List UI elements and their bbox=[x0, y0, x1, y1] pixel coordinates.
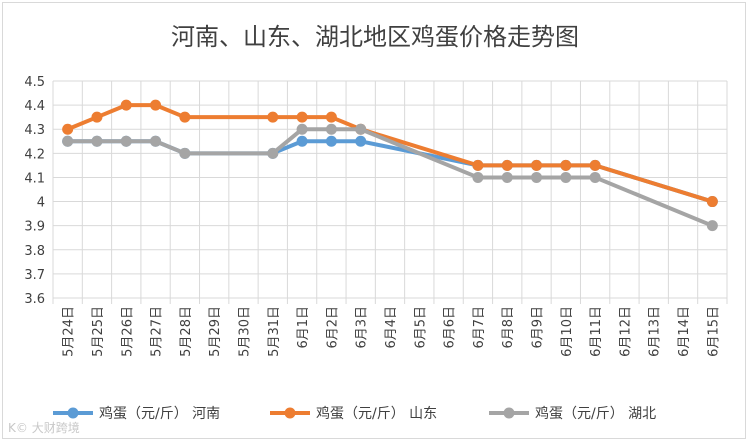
legend: 鸡蛋（元/斤） 河南 鸡蛋（元/斤） 山东 鸡蛋（元/斤） 湖北 bbox=[53, 405, 656, 422]
legend-label: 鸡蛋（元/斤） 山东 bbox=[316, 405, 437, 422]
x-tick-label: 6月13日 bbox=[648, 306, 663, 357]
data-point bbox=[120, 99, 132, 111]
x-tick-label: 6月4日 bbox=[384, 306, 399, 349]
x-tick-label: 6月8日 bbox=[501, 306, 516, 349]
x-tick-label: 5月26日 bbox=[120, 306, 135, 357]
x-tick-label: 6月1日 bbox=[296, 306, 311, 349]
y-tick-label: 4.2 bbox=[24, 147, 45, 162]
y-axis-ticks: 3.6 3.7 3.8 3.9 4 4.1 4.2 4.3 4.4 4.5 bbox=[24, 75, 45, 307]
chart-title: 河南、山东、湖北地区鸡蛋价格走势图 bbox=[171, 23, 579, 51]
data-point bbox=[267, 147, 279, 159]
data-point bbox=[62, 135, 74, 147]
watermark-text: 大财跨境 bbox=[31, 421, 80, 435]
data-point bbox=[296, 111, 308, 123]
legend-swatch-marker bbox=[284, 407, 296, 419]
x-axis-ticks: 5月24日 5月25日 5月26日 5月27日 5月28日 5月29日 5月30日 5月31日… bbox=[62, 306, 722, 357]
data-point bbox=[325, 135, 337, 147]
data-point bbox=[355, 135, 367, 147]
data-point bbox=[325, 111, 337, 123]
y-tick-label: 4.3 bbox=[24, 123, 45, 138]
legend-swatch-marker bbox=[503, 407, 515, 419]
data-point bbox=[589, 171, 601, 183]
y-tick-label: 3.8 bbox=[24, 244, 45, 259]
watermark: K© 大财跨境 bbox=[8, 419, 80, 436]
x-tick-label: 6月9日 bbox=[531, 306, 546, 349]
x-tick-label: 5月31日 bbox=[267, 306, 282, 357]
data-point bbox=[296, 135, 308, 147]
data-point bbox=[120, 135, 132, 147]
chart-frame: 河南、山东、湖北地区鸡蛋价格走势图 3.6 3.7 3.8 3.9 4 4.1 4.2 4.3… bbox=[2, 2, 746, 439]
legend-swatch-marker bbox=[67, 407, 79, 419]
chart-svg: 河南、山东、湖北地区鸡蛋价格走势图 3.6 3.7 3.8 3.9 4 4.1 4.2 4.3… bbox=[24, 23, 728, 422]
x-tick-label: 5月28日 bbox=[179, 306, 194, 357]
x-tick-label: 5月24日 bbox=[62, 306, 77, 357]
x-tick-label: 5月29日 bbox=[208, 306, 223, 357]
data-point bbox=[62, 123, 74, 135]
data-point bbox=[589, 159, 601, 171]
series-layer bbox=[62, 99, 718, 232]
data-point bbox=[501, 171, 513, 183]
watermark-logo: K© bbox=[8, 421, 28, 435]
legend-label: 鸡蛋（元/斤） 湖北 bbox=[535, 405, 656, 422]
x-tick-label: 6月3日 bbox=[355, 306, 370, 349]
x-tick-label: 6月7日 bbox=[472, 306, 487, 349]
x-tick-label: 6月6日 bbox=[443, 306, 458, 349]
data-point bbox=[296, 123, 308, 135]
x-tick-label: 6月12日 bbox=[618, 306, 633, 357]
data-point bbox=[91, 111, 103, 123]
data-point bbox=[531, 171, 543, 183]
data-point bbox=[179, 111, 191, 123]
data-point bbox=[355, 123, 367, 135]
y-tick-label: 4 bbox=[37, 196, 45, 211]
x-tick-label: 5月25日 bbox=[91, 306, 106, 357]
x-tick-label: 6月5日 bbox=[413, 306, 428, 349]
data-point bbox=[501, 159, 513, 171]
y-tick-label: 4.5 bbox=[24, 75, 45, 90]
y-tick-label: 4.4 bbox=[24, 99, 45, 114]
data-point bbox=[150, 99, 162, 111]
x-tick-label: 5月27日 bbox=[150, 306, 165, 357]
x-tick-label: 5月30日 bbox=[237, 306, 252, 357]
x-tick-label: 6月10日 bbox=[560, 306, 575, 357]
data-point bbox=[531, 159, 543, 171]
x-tick-label: 6月11日 bbox=[589, 306, 604, 357]
legend-label: 鸡蛋（元/斤） 河南 bbox=[99, 405, 220, 422]
x-tick-label: 6月14日 bbox=[677, 306, 692, 357]
x-tick-label: 6月15日 bbox=[706, 306, 721, 357]
data-point bbox=[150, 135, 162, 147]
data-point bbox=[179, 147, 191, 159]
data-point bbox=[91, 135, 103, 147]
data-point bbox=[472, 171, 484, 183]
x-tick-label: 6月2日 bbox=[325, 306, 340, 349]
y-tick-label: 3.6 bbox=[24, 292, 45, 307]
data-point bbox=[706, 196, 718, 208]
y-tick-label: 3.9 bbox=[24, 220, 45, 235]
data-point bbox=[706, 220, 718, 232]
data-point bbox=[472, 159, 484, 171]
y-tick-label: 3.7 bbox=[24, 268, 45, 283]
y-tick-label: 4.1 bbox=[24, 171, 45, 186]
data-point bbox=[267, 111, 279, 123]
grid-layer bbox=[52, 80, 728, 304]
data-point bbox=[560, 171, 572, 183]
data-point bbox=[560, 159, 572, 171]
data-point bbox=[325, 123, 337, 135]
